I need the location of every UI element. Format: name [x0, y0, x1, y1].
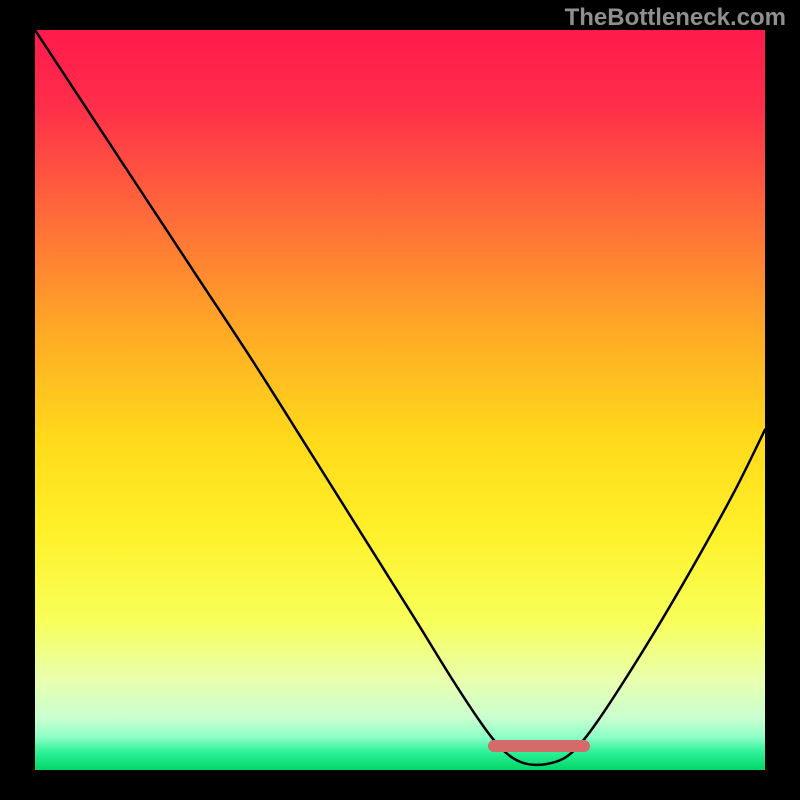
plot-area — [35, 30, 765, 770]
bottleneck-curve — [35, 30, 765, 765]
curve-svg — [35, 30, 765, 770]
watermark-text: TheBottleneck.com — [565, 4, 786, 32]
bottleneck-range-bar — [488, 740, 590, 752]
